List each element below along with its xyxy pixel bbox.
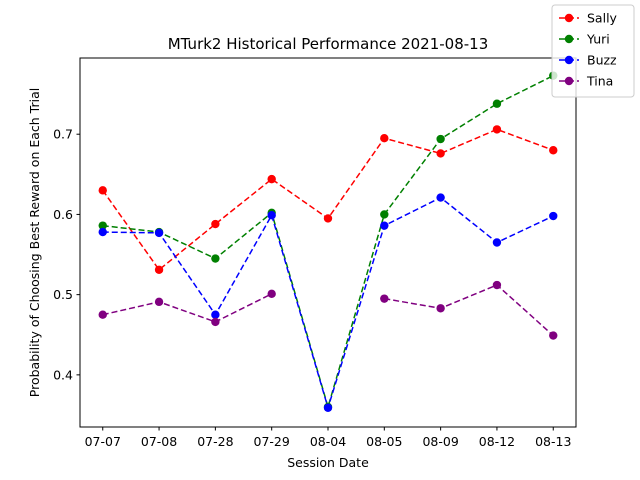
legend-item-sally: Sally (559, 11, 618, 26)
data-point (380, 134, 389, 143)
data-point (549, 146, 558, 155)
x-tick-label: 08-05 (366, 434, 402, 449)
x-tick-label: 08-12 (479, 434, 515, 449)
data-point (436, 304, 445, 313)
series-line-buzz (102, 196, 554, 411)
y-tick-label: 0.7 (53, 127, 73, 142)
data-point (436, 134, 445, 144)
data-point (98, 310, 107, 319)
y-axis-label: Probability of Choosing Best Reward on E… (27, 88, 42, 397)
x-tick-label: 07-08 (141, 434, 177, 449)
data-point (323, 403, 333, 412)
data-point (549, 331, 558, 340)
legend-label: Sally (587, 11, 618, 26)
x-tick-label: 07-28 (197, 434, 233, 449)
series-buzz (98, 193, 558, 412)
data-point (154, 265, 164, 274)
x-tick-label: 07-07 (85, 434, 121, 449)
legend-marker (564, 76, 574, 86)
data-point (380, 221, 389, 230)
data-point (492, 125, 502, 134)
data-point (98, 186, 107, 195)
series-tina (98, 280, 558, 340)
series-line-tina (102, 293, 273, 323)
x-tick-label: 08-09 (422, 434, 458, 449)
data-point (549, 211, 558, 221)
data-point (492, 280, 502, 290)
data-point (267, 211, 276, 220)
data-point (267, 289, 276, 299)
series-sally (98, 125, 558, 274)
legend-item-yuri: Yuri (559, 32, 610, 47)
x-axis: 07-07 07-08 07-28 07-29 08-04 08-05 08-09 08-12… (85, 427, 571, 449)
series-layer (98, 71, 558, 412)
y-tick-label: 0.4 (53, 367, 73, 382)
x-tick-label: 08-04 (310, 434, 346, 449)
legend-label: Buzz (587, 53, 617, 68)
data-point (267, 174, 276, 184)
data-point (211, 219, 220, 229)
data-point (154, 228, 164, 238)
legend-label: Tina (586, 74, 613, 89)
x-tick-label: 08-13 (535, 434, 571, 449)
data-point (98, 221, 107, 230)
data-point (380, 294, 389, 303)
legend-marker (564, 13, 574, 23)
data-point (323, 214, 333, 223)
chart-title: MTurk2 Historical Performance 2021-08-13 (168, 35, 489, 53)
x-tick-label: 07-29 (254, 434, 290, 449)
legend-marker (564, 55, 574, 65)
data-point (211, 317, 220, 327)
y-axis: 0.4 0.5 0.6 0.7 (53, 127, 80, 382)
legend-item-tina: Tina (559, 74, 613, 89)
legend-label: Yuri (586, 32, 610, 47)
data-point (380, 210, 389, 219)
data-point (492, 99, 502, 108)
series-line-yuri (102, 74, 554, 410)
legend-box (551, 4, 635, 98)
legend: Sally Yuri Buzz Tina (551, 4, 635, 98)
data-point (98, 227, 107, 237)
y-tick-label: 0.6 (53, 207, 73, 222)
legend-marker (564, 34, 574, 44)
plot-area (79, 57, 577, 428)
data-point (436, 193, 445, 202)
legend-item-buzz: Buzz (559, 53, 617, 68)
data-point (492, 238, 502, 247)
series-line-tina (384, 284, 554, 337)
data-point (211, 310, 220, 319)
series-yuri (98, 71, 558, 412)
data-point (154, 297, 164, 307)
y-tick-label: 0.5 (53, 287, 73, 302)
x-axis-label: Session Date (287, 455, 369, 470)
data-point (211, 254, 220, 263)
data-point (436, 149, 445, 158)
